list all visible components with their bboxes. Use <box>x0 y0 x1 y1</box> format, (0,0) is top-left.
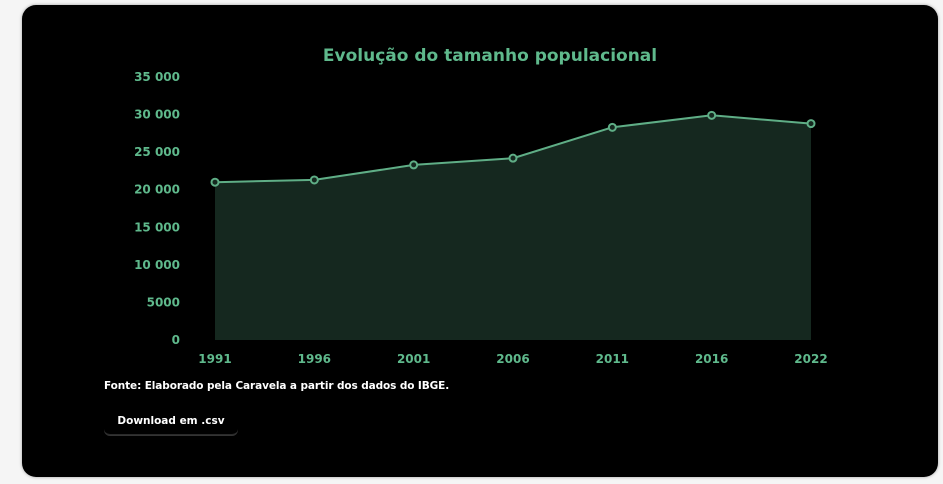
x-tick-label: 2011 <box>596 352 629 366</box>
source-note: Fonte: Elaborado pela Caravela a partir … <box>104 380 450 392</box>
data-point-1996[interactable] <box>309 175 319 185</box>
data-point-2022[interactable] <box>806 119 816 129</box>
x-tick-label: 2006 <box>496 352 529 366</box>
chart-title: Evolução do tamanho populacional <box>323 46 657 66</box>
y-tick-label: 30 000 <box>134 108 180 122</box>
y-tick-label: 20 000 <box>134 183 180 197</box>
y-tick-label: 35 000 <box>134 70 180 84</box>
y-tick-label: 25 000 <box>134 145 180 159</box>
data-point-2016[interactable] <box>707 110 717 120</box>
chart-card: Evolução do tamanho populacional 0 5000 10… <box>22 5 938 477</box>
area-fill <box>215 115 811 340</box>
data-point-1991[interactable] <box>210 177 220 187</box>
download-csv-button[interactable]: Download em .csv <box>104 407 238 435</box>
x-tick-label: 2001 <box>397 352 430 366</box>
population-chart: Evolução do tamanho populacional 0 5000 10… <box>134 46 828 366</box>
data-point-2001[interactable] <box>409 160 419 170</box>
x-tick-label: 1996 <box>298 352 331 366</box>
data-point-2011[interactable] <box>607 122 617 132</box>
y-tick-label: 5000 <box>147 295 180 309</box>
x-tick-label: 1991 <box>198 352 231 366</box>
y-tick-label: 0 <box>172 333 180 347</box>
y-tick-label: 15 000 <box>134 220 180 234</box>
x-tick-label: 2022 <box>794 352 827 366</box>
data-point-2006[interactable] <box>508 153 518 163</box>
y-tick-label: 10 000 <box>134 258 180 272</box>
x-tick-label: 2016 <box>695 352 728 366</box>
